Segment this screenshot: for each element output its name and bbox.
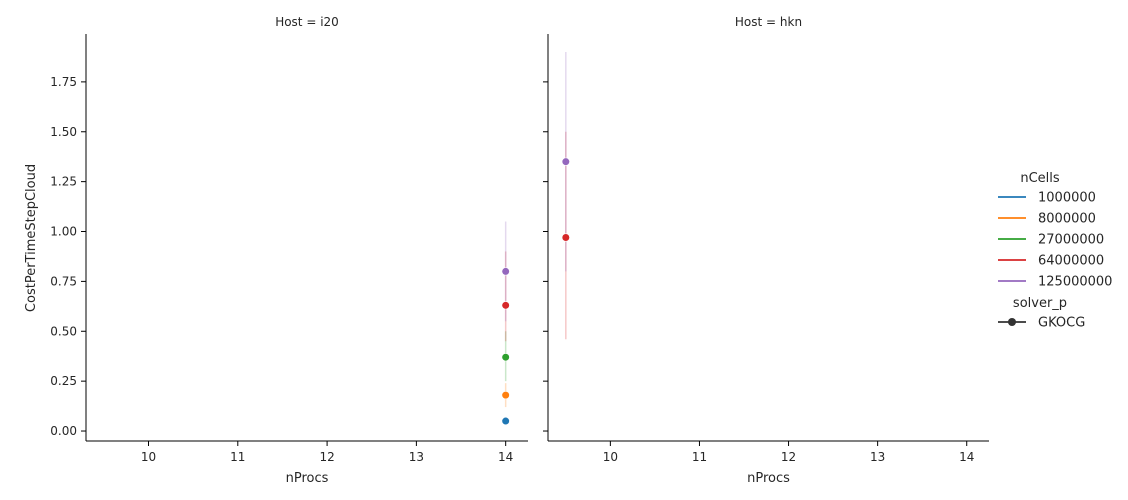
x-tick-label: 12 <box>319 450 334 464</box>
legend-label: GKOCG <box>1038 316 1085 331</box>
y-tick-label: 0.75 <box>50 274 77 288</box>
data-point-8000000 <box>501 391 510 400</box>
legend-style-marker <box>1008 318 1016 326</box>
panel-title: Host = hkn <box>735 15 802 29</box>
legend-label: 8000000 <box>1038 212 1096 227</box>
legend-label: 1000000 <box>1038 191 1096 206</box>
data-point-64000000 <box>561 233 570 242</box>
x-axis-label: nProcs <box>747 471 790 486</box>
x-tick-label: 13 <box>409 450 424 464</box>
legend-label: 27000000 <box>1038 233 1104 248</box>
x-tick-label: 10 <box>141 450 156 464</box>
x-tick-label: 11 <box>692 450 707 464</box>
y-tick-label: 1.50 <box>50 125 77 139</box>
x-axis-label: nProcs <box>286 471 329 486</box>
legend-hue-title: nCells <box>1020 171 1060 186</box>
y-tick-label: 0.25 <box>50 374 77 388</box>
x-tick-label: 10 <box>603 450 618 464</box>
data-point-64000000 <box>501 301 510 310</box>
panel-host-i20: Host = i20 10 11 12 13 14 0.00 0.25 0.50 0.75 1.00… <box>50 15 528 486</box>
y-axis-label: CostPerTimeStepCloud <box>24 164 39 312</box>
data-point-27000000 <box>501 353 510 362</box>
data-point-125000000 <box>561 157 570 166</box>
x-tick-label: 14 <box>498 450 513 464</box>
x-tick-label: 12 <box>781 450 796 464</box>
x-tick-label: 13 <box>870 450 885 464</box>
data-point-1000000 <box>501 416 510 426</box>
legend-label: 125000000 <box>1038 275 1112 290</box>
y-tick-label: 0.50 <box>50 324 77 338</box>
data-point-125000000 <box>501 267 510 276</box>
y-tick-label: 1.25 <box>50 175 77 189</box>
panel-title: Host = i20 <box>275 15 339 29</box>
legend-style-title: solver_p <box>1013 296 1067 311</box>
legend: nCells 1000000 8000000 27000000 64000000 1250… <box>998 171 1112 331</box>
x-tick-label: 14 <box>959 450 974 464</box>
y-tick-label: 1.00 <box>50 225 77 239</box>
y-tick-label: 1.75 <box>50 75 77 89</box>
y-tick-label: 0.00 <box>50 424 77 438</box>
x-tick-label: 11 <box>230 450 245 464</box>
legend-label: 64000000 <box>1038 254 1104 269</box>
panel-host-hkn: Host = hkn 10 11 12 13 14 nProcs <box>543 15 989 486</box>
